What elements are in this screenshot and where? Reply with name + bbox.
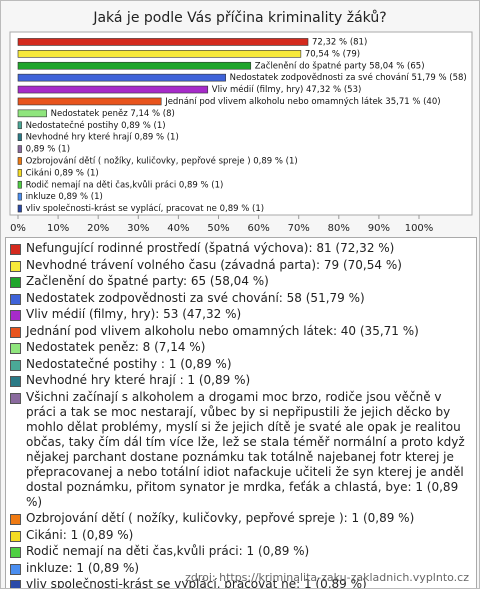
legend-item: Začlenění do špatné party: 65 (58,04 %) [10,274,472,289]
legend-label: Všichni začínají s alkoholem a drogami m… [26,389,465,509]
legend-label: Nedostatek peněz: 8 (7,14 %) [26,340,206,354]
value-label: Začlenění do špatné party 58,04 % (65) [255,60,425,71]
x-tick-label: 50% [207,223,229,234]
legend-item: Nevhodné trávení volného času (závadná p… [10,258,472,273]
legend-label: inkluze: 1 (0,89 %) [26,560,140,575]
legend-item: Všichni začínají s alkoholem a drogami m… [10,390,472,510]
bar [17,85,209,94]
legend-label: Cikáni: 1 (0,89 %) [26,527,134,542]
x-tick-label: 90% [368,223,390,234]
value-label: Nedostatečné postihy 0,89 % (1) [26,120,166,131]
bar [17,97,162,106]
value-label: 72,32 % (81) [312,37,367,47]
value-label: Nevhodné hry které hrají 0,89 % (1) [26,132,179,143]
value-label: Nedostatek zodpovědnosti za své chování … [230,72,467,83]
chart-title: Jaká je podle Vás příčina kriminality žá… [92,10,386,26]
bar [17,180,22,189]
x-tick-label: 30% [127,223,149,234]
legend-item: Nedostatečné postihy : 1 (0,89 %) [10,357,472,372]
legend-label: Začlenění do špatné party: 65 (58,04 %) [26,274,269,288]
legend-swatch [10,244,21,255]
legend-swatch [10,580,21,588]
legend-item: Nevhodné hry které hrají : 1 (0,89 %) [10,373,472,388]
legend-swatch [10,547,21,558]
legend-label: Nevhodné hry které hrají : 1 (0,89 %) [26,373,251,387]
legend: Nefungující rodinné prostředí (špatná vý… [5,237,477,589]
value-label: Vliv médií (filmy, hry) 47,32 % (53) [212,84,362,95]
legend-label: Nevhodné trávení volného času (závadná p… [26,257,402,272]
legend-item: Nefungující rodinné prostředí (špatná vý… [10,241,472,256]
legend-label: Nefungující rodinné prostředí (špatná vý… [26,241,395,255]
legend-item: Nedostatek peněz: 8 (7,14 %) [10,340,472,355]
legend-swatch [10,514,21,525]
value-label: vliv společnosti-krást se vyplácí, praco… [26,203,264,214]
legend-label: Ozbrojování dětí ( nožíky, kuličovky, pe… [26,511,415,525]
bar [17,169,22,177]
legend-label: Vliv médií (filmy, hry): 53 (47,32 %) [26,307,242,321]
bar [17,38,309,46]
value-label: Nedostatek peněz 7,14 % (8) [51,109,175,119]
legend-label: Nedostatečné postihy : 1 (0,89 %) [26,356,232,371]
x-tick-label: 80% [328,223,350,234]
x-tick-label: 20% [87,223,109,234]
legend-label: Nedostatek zodpovědnosti za své chování:… [26,290,365,305]
legend-swatch [10,260,21,272]
legend-label: Rodič nemají na děti čas,kvůli práci: 1 … [26,544,310,558]
legend-swatch [10,376,21,387]
value-label: inkluze 0,89 % (1) [26,192,103,202]
chart: Jaká je podle Vás příčina kriminality žá… [9,10,473,234]
legend-swatch [10,277,21,288]
bar [17,109,47,118]
legend-label: vliv společnosti-krást se vyplácí, praco… [26,577,367,589]
legend-item: Jednání pod vlivem alkoholu nebo omamnýc… [10,324,472,339]
legend-item: Cikáni: 1 (0,89 %) [10,528,472,543]
bar [17,145,22,153]
bar [17,61,252,70]
value-label: Jednání pod vlivem alkoholu nebo omamnýc… [164,97,440,107]
x-tick-label: 70% [288,223,310,234]
legend-item: inkluze: 1 (0,89 %) [10,561,472,576]
bar [17,121,22,130]
legend-label: Jednání pod vlivem alkoholu nebo omamnýc… [26,323,419,338]
legend-item: Nedostatek zodpovědnosti za své chování:… [10,291,472,306]
bar [17,50,302,58]
value-label: 0,89 % (1) [26,145,70,155]
bar [17,204,22,213]
source: zdroj: https://kriminalita-zaku-zakladni… [185,571,469,584]
legend-swatch [10,530,21,542]
bar [17,133,22,141]
x-tick-label: 60% [247,223,269,234]
bar [17,192,22,201]
legend-swatch [10,343,21,354]
legend-item: vliv společnosti-krást se vyplácí, praco… [10,577,472,589]
value-label: Rodič nemají na děti čas,kvůli práci 0,8… [26,179,224,190]
bar [17,157,22,165]
legend-swatch [10,392,21,404]
legend-swatch [10,563,21,575]
x-tick-label: 10% [47,223,69,234]
x-tick-label: 100% [405,223,434,234]
legend-item: Ozbrojování dětí ( nožíky, kuličovky, pe… [10,511,472,526]
bar [17,73,226,82]
legend-swatch [10,326,21,338]
legend-swatch [10,310,21,321]
legend-swatch [10,293,21,305]
legend-item: Vliv médií (filmy, hry): 53 (47,32 %) [10,307,472,322]
value-label: Cikáni 0,89 % (1) [26,168,99,178]
x-tick-label: 40% [167,223,189,234]
legend-swatch [10,359,21,371]
x-tick-label: 0% [10,223,26,234]
value-label: Ozbrojování dětí ( nožíky, kuličovky, pe… [26,155,298,166]
legend-item: Rodič nemají na děti čas,kvůli práci: 1 … [10,544,472,559]
value-label: 70,54 % (79) [305,49,360,59]
